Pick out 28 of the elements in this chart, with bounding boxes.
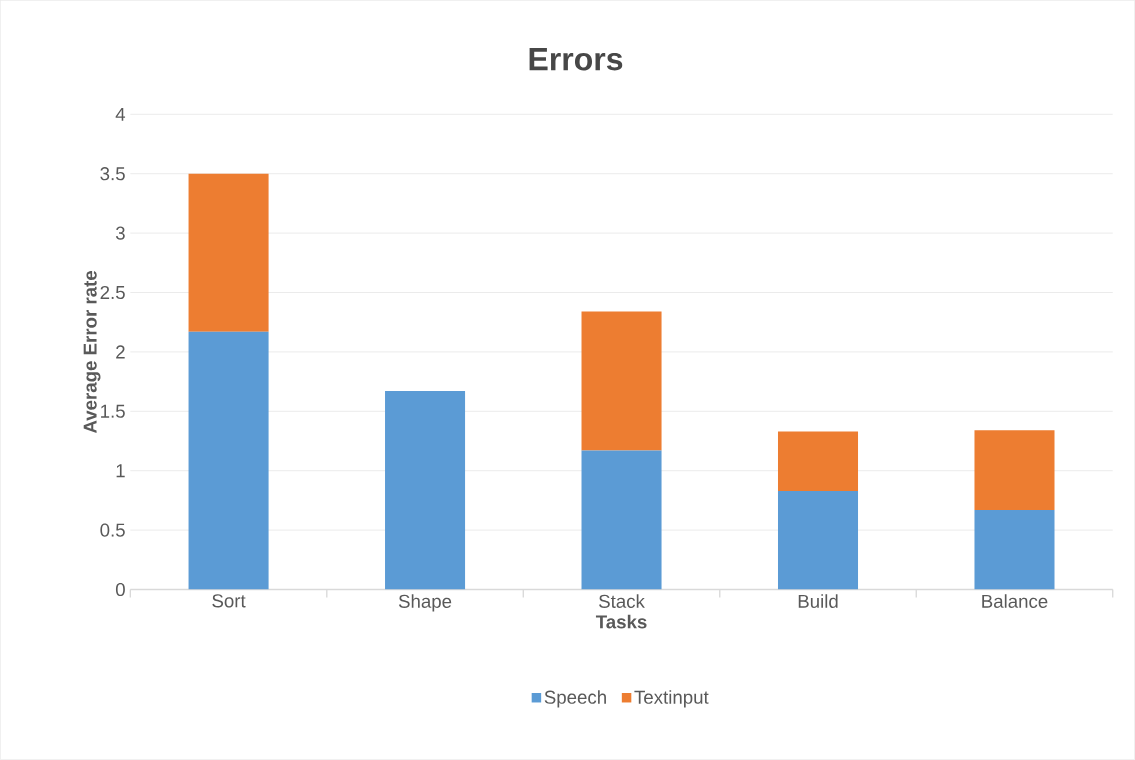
x-tick-label: Shape: [398, 594, 452, 612]
y-tick-label: 0: [115, 582, 125, 597]
y-tick-label: 2: [116, 345, 125, 359]
y-axis-title: Average Error rate: [83, 271, 101, 434]
legend-label: Speech: [544, 690, 606, 708]
y-tick-label: 0.5: [100, 523, 125, 537]
y-tick-label: 2.5: [100, 285, 125, 300]
bar: [581, 311, 662, 451]
x-axis-title: Tasks: [595, 614, 647, 629]
bar: [777, 431, 859, 491]
x-tick-label: Sort: [212, 594, 246, 608]
bar: [188, 331, 269, 590]
y-tick-label: 3: [115, 226, 125, 240]
bar: [385, 391, 466, 590]
y-tick-label: 1.5: [101, 404, 125, 418]
x-tick-label: Stack: [599, 594, 645, 609]
bar: [188, 173, 269, 332]
y-tick-label: 4: [115, 107, 126, 121]
bar: [974, 430, 1055, 510]
y-tick-label: 1: [116, 464, 125, 478]
bar: [581, 450, 662, 590]
chart-title: Errors: [529, 48, 623, 71]
y-tick-label: 3.5: [100, 167, 125, 181]
legend-label: Textinput: [634, 690, 709, 708]
bar: [777, 490, 859, 590]
bar: [974, 509, 1055, 590]
x-tick-label: Build: [798, 594, 838, 609]
x-tick-label: Balance: [982, 594, 1048, 609]
